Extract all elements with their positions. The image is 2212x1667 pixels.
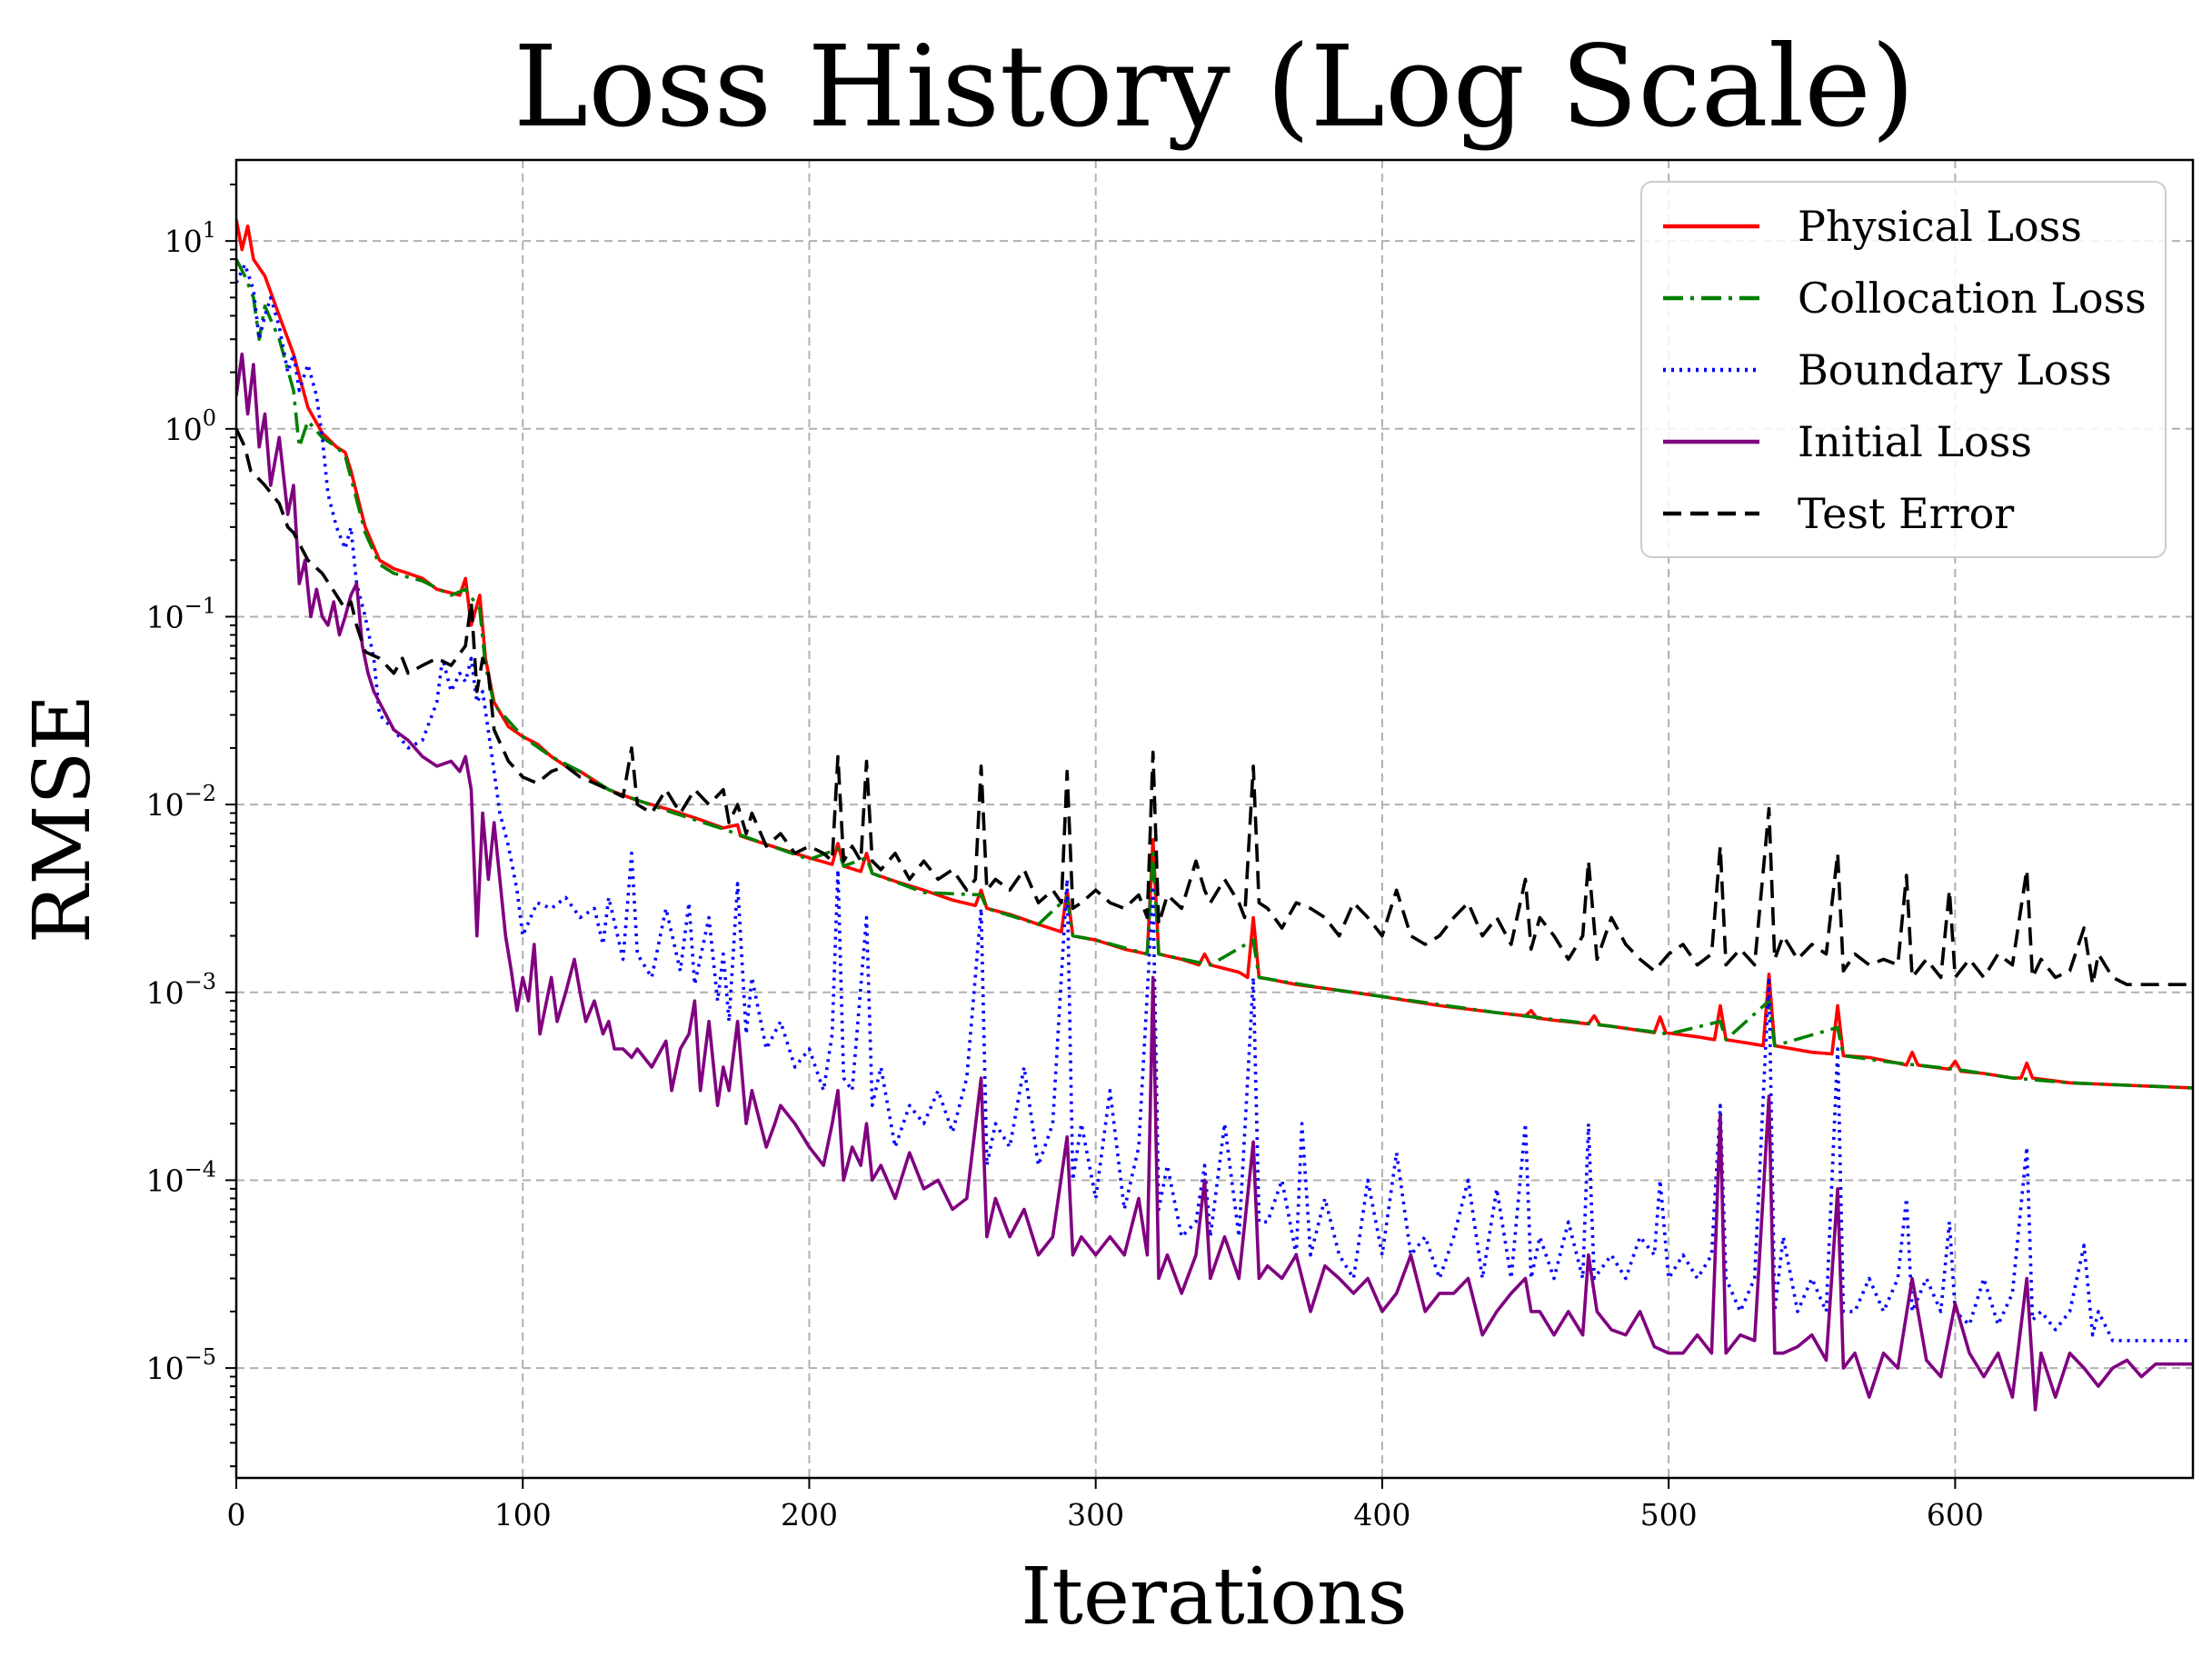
legend-label: Initial Loss [1798, 417, 2032, 466]
plot-frame [234, 158, 2195, 1480]
legend-label: Test Error [1798, 489, 2014, 538]
legend-label: Physical Loss [1798, 202, 2082, 251]
series-line-boundary-loss [236, 263, 2193, 1343]
series-line-test-error [236, 428, 2193, 986]
y-tick-label: 10−5 [146, 1344, 216, 1386]
series-line-collocation-loss [236, 258, 2193, 1090]
x-tick-label: 400 [1353, 1497, 1410, 1532]
x-tick-label: 500 [1640, 1497, 1698, 1532]
x-tick-label: 0 [227, 1497, 246, 1532]
x-tick-label: 100 [494, 1497, 552, 1532]
x-axis-label: Iterations [1021, 1552, 1407, 1642]
chart-title: Loss History (Log Scale) [513, 22, 1915, 153]
legend-box [1640, 181, 2167, 558]
y-tick-label: 10−4 [146, 1156, 216, 1198]
y-tick-label: 10−1 [146, 593, 216, 634]
y-axis-label: RMSE [17, 694, 108, 944]
series-lines [236, 219, 2193, 1412]
x-tick-label: 200 [781, 1497, 838, 1532]
legend: Physical Loss Collocation Loss Boundary Lo… [1640, 181, 2167, 558]
legend-label: Collocation Loss [1798, 274, 2147, 323]
y-tick-label: 100 [164, 405, 216, 447]
series-line-initial-loss [236, 352, 2193, 1412]
x-tick-label: 300 [1067, 1497, 1124, 1532]
axis-ticks: 0 100 200 300 400 500 600 10−5 10−4 10−3 10−2 10−1 1… [146, 183, 1984, 1532]
y-tick-label: 101 [164, 217, 216, 259]
y-tick-label: 10−2 [146, 781, 216, 823]
legend-label: Boundary Loss [1798, 345, 2112, 394]
x-tick-label: 600 [1927, 1497, 1984, 1532]
y-tick-label: 10−3 [146, 969, 216, 1011]
